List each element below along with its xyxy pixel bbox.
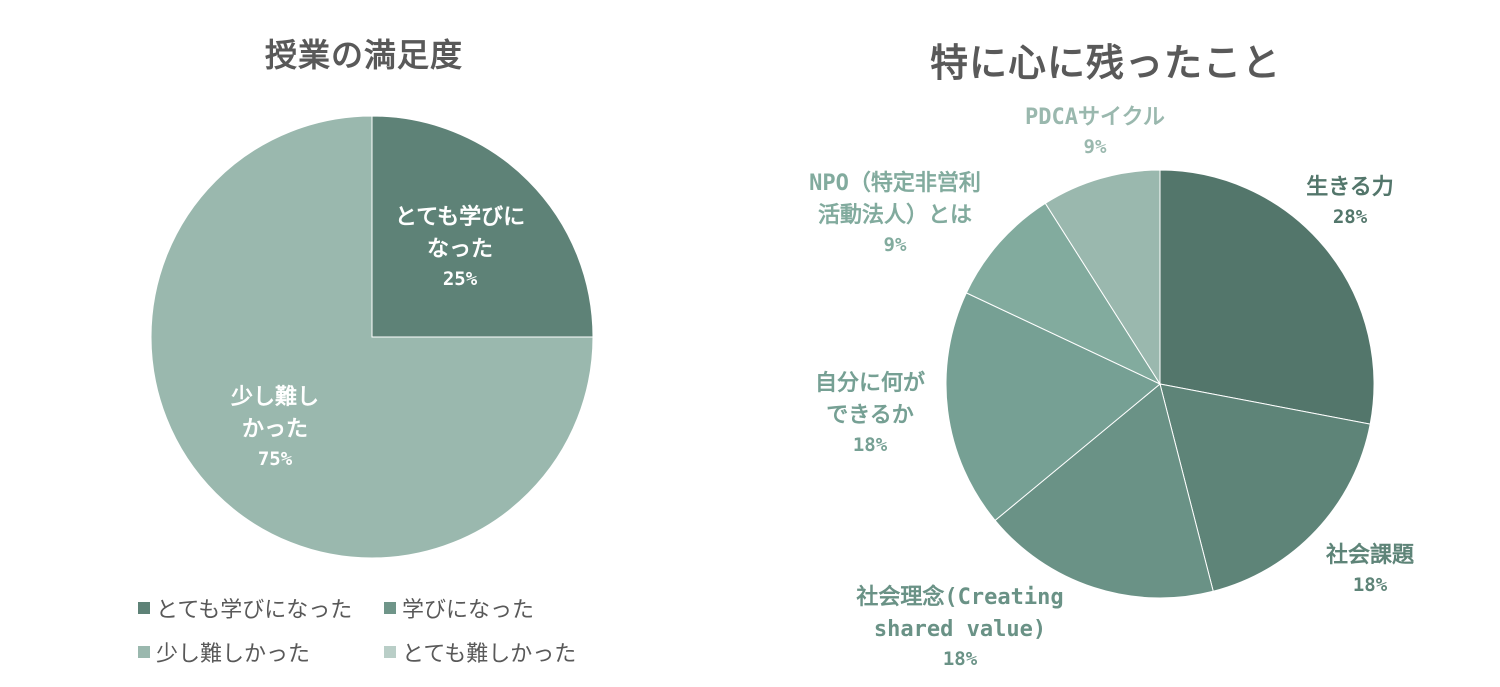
slice-percent: 9% [1083,135,1107,158]
legend-item: とても学びになった [138,592,352,624]
legend-item: 少し難しかった [138,636,310,668]
slice-label: 社会課題 [1325,543,1414,568]
legend-swatch [384,602,396,614]
chart-title: 授業の満足度 [265,36,464,74]
pie-slice-4 [965,202,1162,386]
slice-label: 自分に何が できるか [814,371,925,428]
chart-title: 特に心に残ったこと [930,41,1282,85]
legend: とても学びになった 学びになった 少し難しかった とても難しかった [138,592,576,668]
slice-percent: 75% [257,447,293,470]
legend-label: 学びになった [402,598,535,623]
slice-percent: 18% [942,647,978,670]
legend-label: とても難しかった [402,642,577,667]
slice-percent: 25% [442,267,478,290]
slice-percent: 18% [852,433,888,456]
pie-slice-1 [1159,383,1371,592]
data-label-ikiru-chikara: 生きる力 28% [1280,172,1420,231]
pie-slice-2 [994,383,1214,599]
data-label-pdca: PDCAサイクル 9% [995,102,1195,161]
data-label-shakai-rinen: 社会理念(Creating shared value) 18% [820,582,1100,673]
pie-slice-0 [371,115,594,338]
legend-item: とても難しかった [384,636,576,668]
pie-memorable [945,169,1375,599]
pie-slice-5 [1044,169,1161,386]
data-label-npo: NPO（特定非営利 活動法人）とは 9% [775,168,1015,259]
legend-item: 学びになった [384,592,534,624]
slice-percent: 9% [883,233,907,256]
slice-label: 社会理念(Creating shared value) [856,585,1064,642]
chart-memorable: 特に心に残ったこと 生きる力 28% 社会課題 18% 社会理念(Creatin… [750,0,1500,687]
slice-label: 生きる力 [1306,175,1394,200]
slice-percent: 18% [1352,573,1388,596]
legend-swatch [384,646,396,658]
legend-label: とても学びになった [156,598,353,623]
slice-label: 少し難し かった [230,385,319,442]
data-label-shakai-kadai: 社会課題 18% [1300,540,1440,599]
legend-label: 少し難しかった [156,642,311,667]
pie-satisfaction [150,115,594,559]
slice-percent: 28% [1332,205,1368,228]
pie-slice-2 [150,115,594,559]
slice-label: PDCAサイクル [1025,105,1165,130]
data-label-slightly-difficult: 少し難し かった 75% [215,382,335,473]
pie-slice-3 [945,292,1161,522]
legend-swatch [138,646,150,658]
data-label-very-learned: とても学びに なった 25% [380,202,540,293]
chart-satisfaction: 授業の満足度 とても学びに なった 25% 少し難し かった 75% とても学び… [138,36,594,668]
legend-swatch [138,602,150,614]
slice-label: NPO（特定非営利 活動法人）とは [809,171,981,228]
slice-label: とても学びに なった [394,205,526,262]
pie-slice-0 [1159,169,1375,425]
data-label-jibun: 自分に何が できるか 18% [790,368,950,459]
